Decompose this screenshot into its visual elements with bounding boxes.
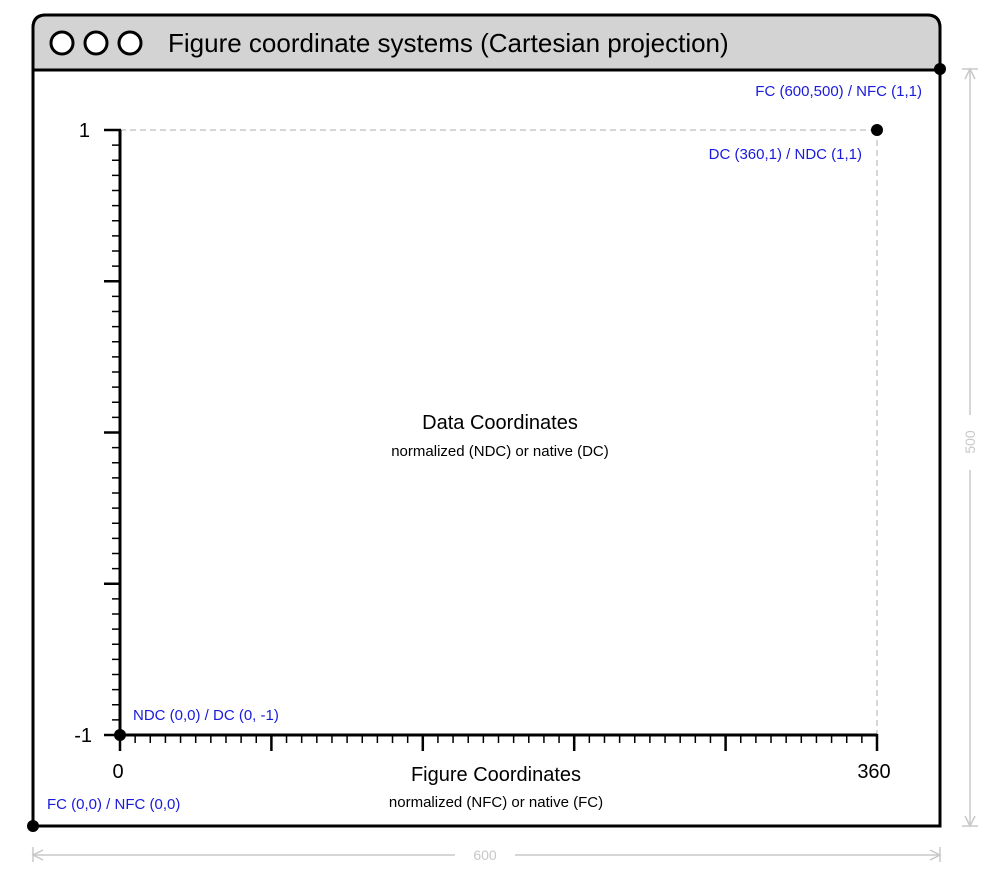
data-coordinates-subtitle: normalized (NDC) or native (DC)	[391, 443, 609, 460]
window-title: Figure coordinate systems (Cartesian pro…	[168, 28, 729, 58]
height-dimension-label: 500	[962, 430, 978, 454]
fc-top-right-point	[934, 63, 946, 75]
y-axis-bottom-label: -1	[74, 725, 92, 747]
fc-origin-point	[27, 820, 39, 832]
dc-top-right-annotation: DC (360,1) / NDC (1,1)	[709, 146, 862, 163]
width-dimension-label: 600	[473, 847, 497, 863]
figure-coordinates-title: Figure Coordinates	[411, 764, 581, 786]
width-arrow-left	[31, 849, 44, 861]
y-axis-ticks	[104, 128, 121, 737]
fc-top-right-annotation: FC (600,500) / NFC (1,1)	[755, 83, 922, 100]
ndc-origin-point	[114, 729, 126, 741]
x-axis-ticks	[118, 734, 879, 751]
x-axis-left-label: 0	[112, 761, 123, 783]
y-axis-top-label: 1	[79, 120, 90, 142]
data-coordinates-title: Data Coordinates	[422, 412, 578, 434]
dc-top-right-point	[871, 124, 883, 136]
height-arrow-top	[964, 67, 976, 80]
x-axis-right-label: 360	[857, 761, 890, 783]
fc-origin-annotation: FC (0,0) / NFC (0,0)	[47, 796, 180, 813]
window-zoom-button[interactable]	[117, 30, 143, 56]
figure-coordinates-subtitle: normalized (NFC) or native (FC)	[389, 794, 603, 811]
title-bar[interactable]	[31, 13, 942, 72]
window-close-button[interactable]	[49, 30, 75, 56]
window-minimize-button[interactable]	[83, 30, 109, 56]
ndc-origin-annotation: NDC (0,0) / DC (0, -1)	[133, 707, 279, 724]
height-arrow-bottom	[964, 815, 976, 828]
width-arrow-right	[929, 849, 942, 861]
